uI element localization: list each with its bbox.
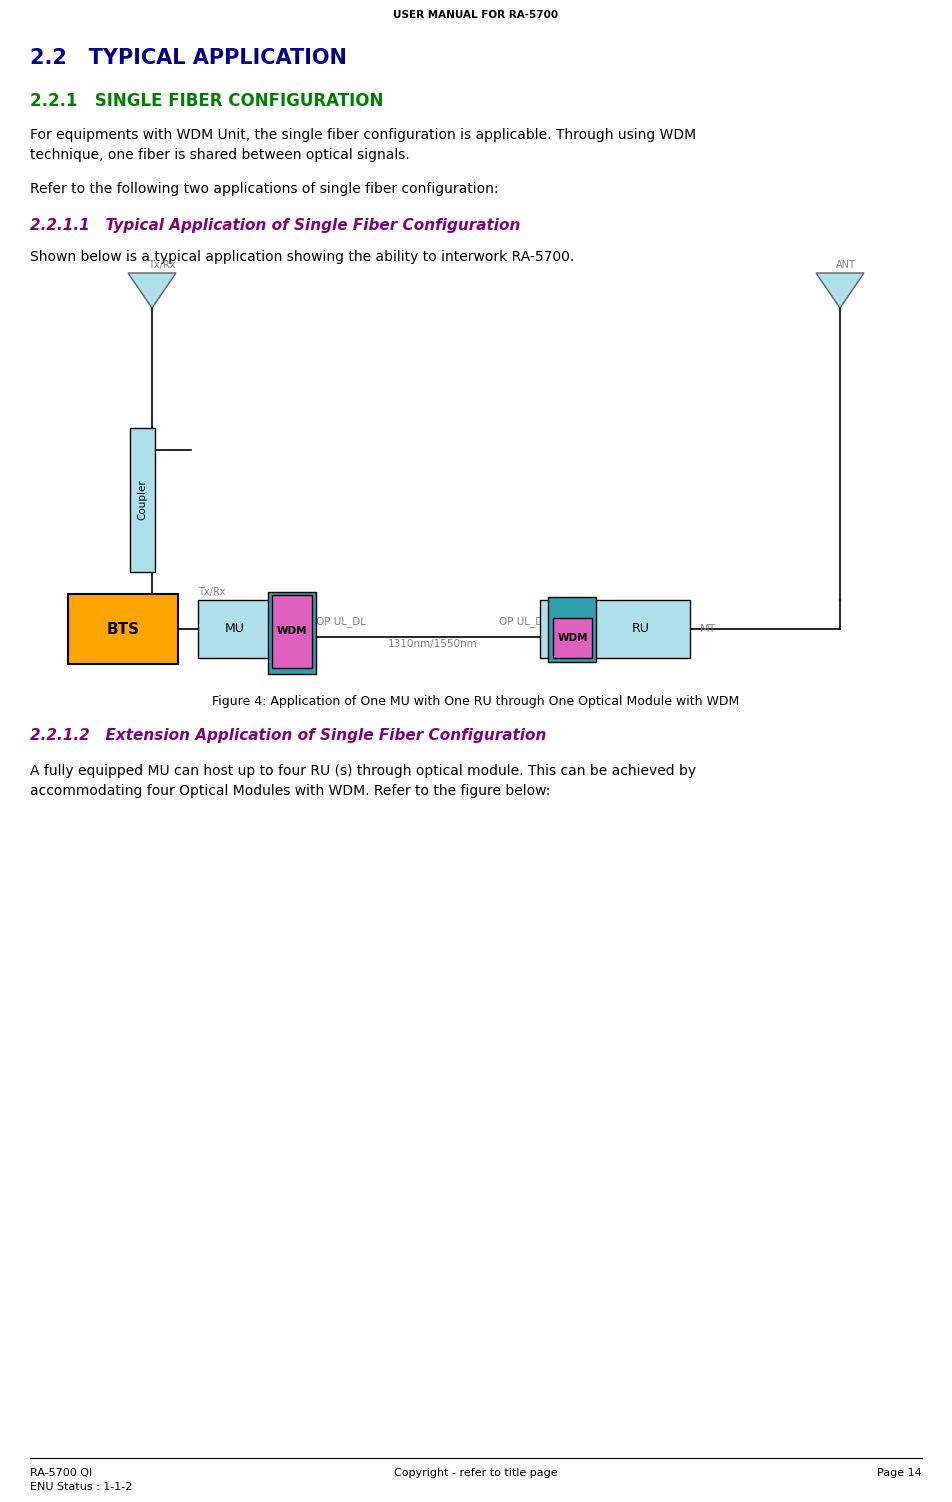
Text: RU: RU (632, 622, 650, 635)
Text: 2.2.1.2   Extension Application of Single Fiber Configuration: 2.2.1.2 Extension Application of Single … (30, 728, 546, 743)
Text: Refer to the following two applications of single fiber configuration:: Refer to the following two applications … (30, 182, 499, 195)
Text: Coupler: Coupler (137, 479, 148, 520)
Text: For equipments with WDM Unit, the single fiber configuration is applicable. Thro: For equipments with WDM Unit, the single… (30, 128, 696, 162)
Text: 2.2.1   SINGLE FIBER CONFIGURATION: 2.2.1 SINGLE FIBER CONFIGURATION (30, 92, 384, 110)
Bar (268, 592, 316, 674)
Bar (540, 599, 690, 658)
Text: USER MANUAL FOR RA-5700: USER MANUAL FOR RA-5700 (393, 11, 559, 20)
Bar (198, 599, 298, 658)
Text: Shown below is a typical application showing the ability to interwork RA-5700.: Shown below is a typical application sho… (30, 249, 574, 264)
Text: A fully equipped MU can host up to four RU (s) through optical module. This can : A fully equipped MU can host up to four … (30, 765, 696, 798)
Text: WDM: WDM (557, 632, 587, 643)
Text: WDM: WDM (277, 626, 307, 637)
Polygon shape (128, 273, 176, 308)
Text: MT: MT (700, 623, 716, 634)
Bar (553, 617, 592, 658)
Text: ANT: ANT (836, 260, 856, 270)
Bar (272, 595, 312, 668)
Bar (548, 596, 596, 662)
Text: Page 14: Page 14 (877, 1467, 922, 1478)
Text: MU: MU (225, 622, 245, 635)
Text: 2.2.1.1   Typical Application of Single Fiber Configuration: 2.2.1.1 Typical Application of Single Fi… (30, 218, 521, 233)
Text: Tx/Rx: Tx/Rx (148, 260, 175, 270)
Text: BTS: BTS (107, 622, 140, 637)
Text: OP UL_DL: OP UL_DL (316, 616, 366, 626)
Text: Figure 4: Application of One MU with One RU through One Optical Module with WDM: Figure 4: Application of One MU with One… (212, 695, 740, 707)
Text: Tx/Rx: Tx/Rx (198, 587, 226, 596)
Polygon shape (816, 273, 864, 308)
Text: OP UL_DL: OP UL_DL (499, 616, 549, 626)
Text: RA-5700 QI: RA-5700 QI (30, 1467, 92, 1478)
Text: ENU Status : 1-1-2: ENU Status : 1-1-2 (30, 1482, 132, 1491)
Text: 1310nm/1550nm: 1310nm/1550nm (387, 638, 477, 649)
Text: 2.2   TYPICAL APPLICATION: 2.2 TYPICAL APPLICATION (30, 48, 347, 68)
Bar (130, 428, 155, 572)
Bar (68, 593, 178, 664)
Text: Copyright - refer to title page: Copyright - refer to title page (394, 1467, 558, 1478)
